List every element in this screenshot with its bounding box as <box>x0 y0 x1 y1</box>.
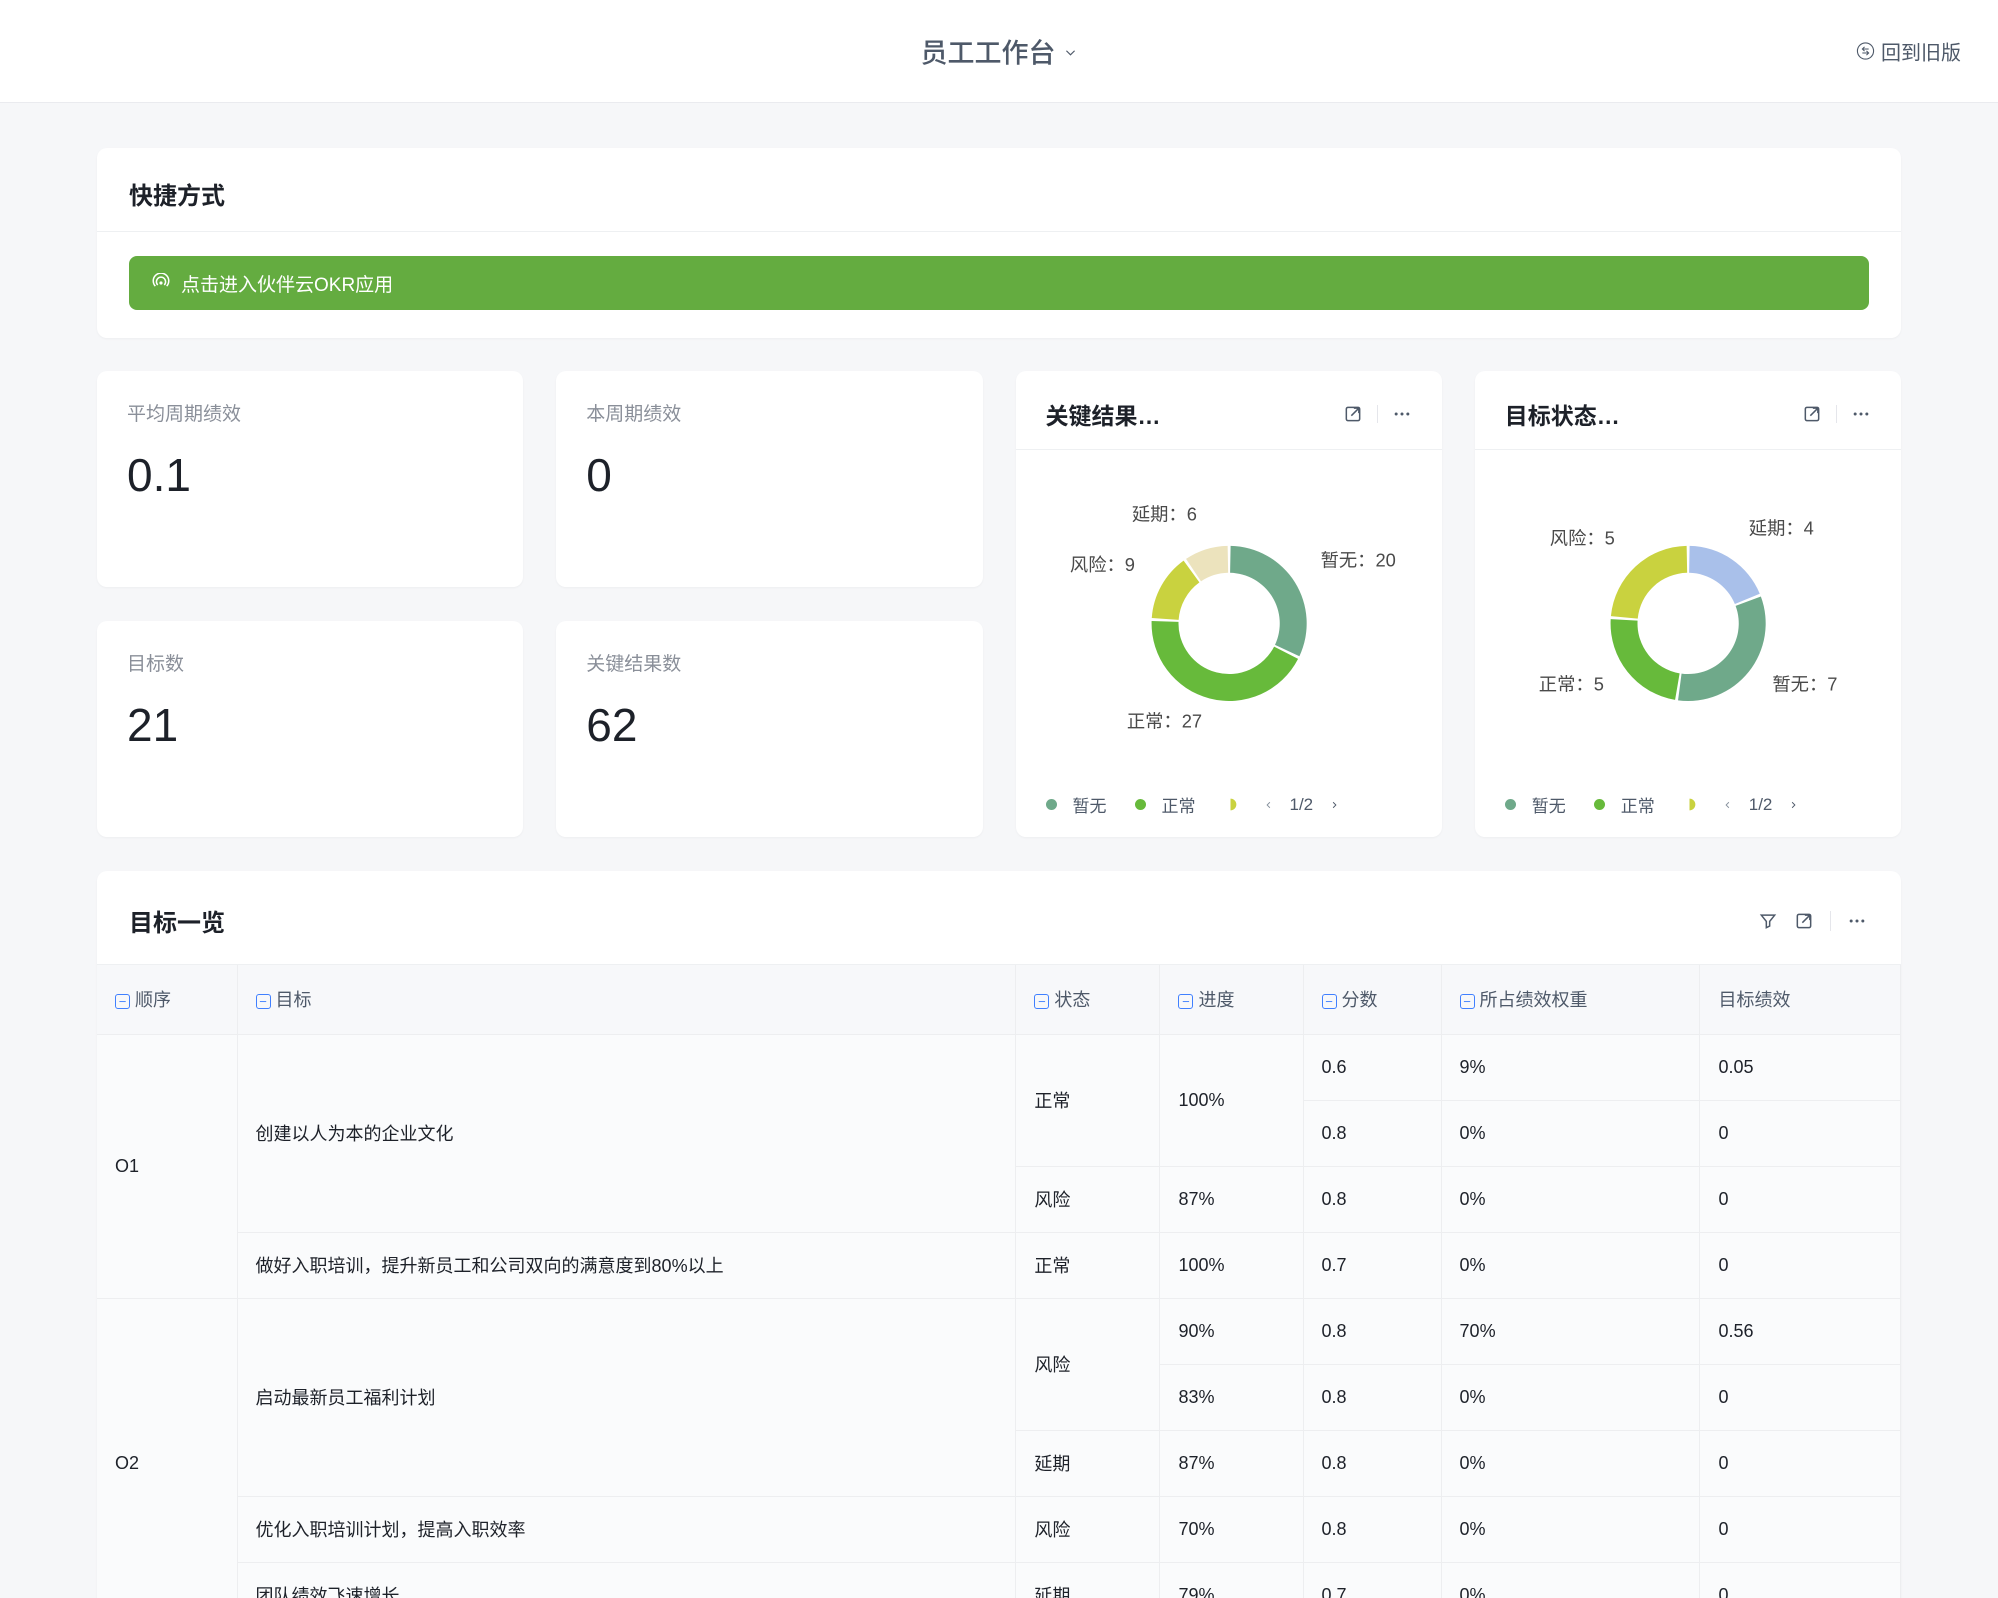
svg-text:延期：6: 延期：6 <box>1131 504 1196 525</box>
svg-text:正常：5: 正常：5 <box>1539 674 1604 695</box>
svg-text:风险：9: 风险：9 <box>1069 554 1134 575</box>
svg-text:暂无：20: 暂无：20 <box>1320 549 1395 570</box>
svg-text:延期：4: 延期：4 <box>1749 517 1814 538</box>
svg-text:风险：5: 风险：5 <box>1550 527 1615 548</box>
svg-text:暂无：7: 暂无：7 <box>1772 674 1837 695</box>
svg-text:正常：27: 正常：27 <box>1126 711 1201 732</box>
